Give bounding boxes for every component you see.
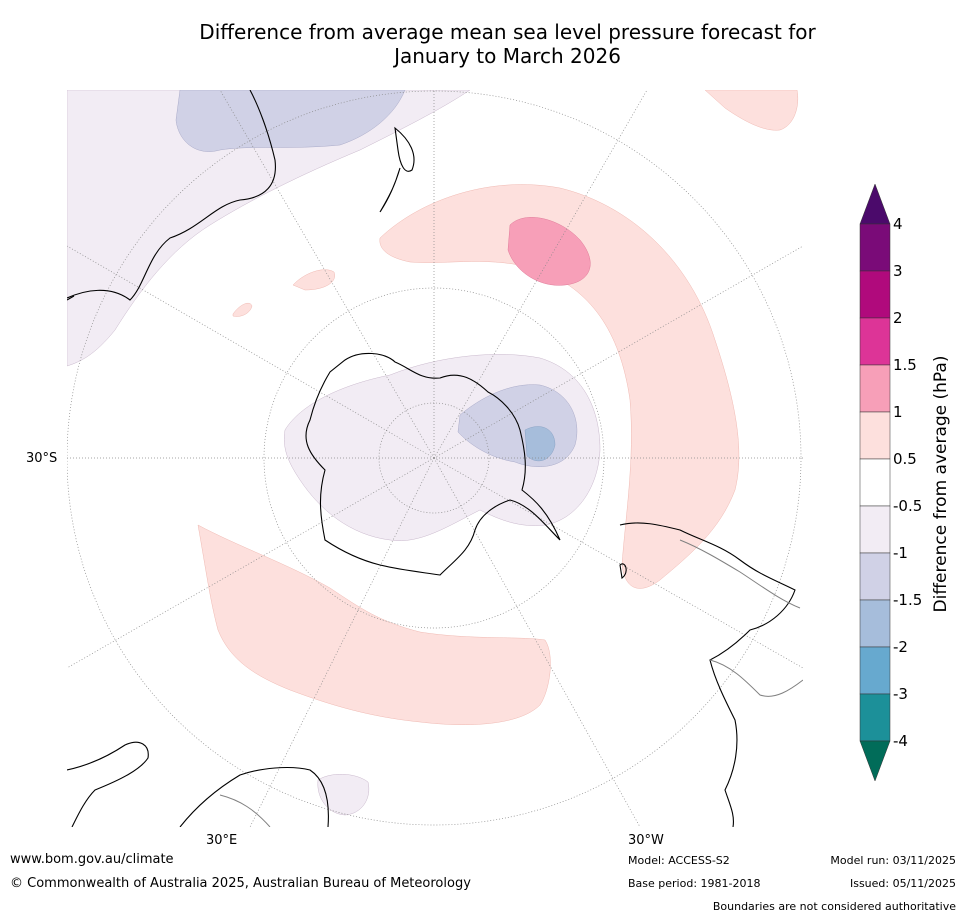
border-africa — [219, 794, 271, 827]
colorbar-bin-0.5-to-1 — [859, 411, 891, 460]
colorbar-bin-3-to-4 — [859, 223, 891, 272]
south-america-coastline — [619, 522, 796, 827]
border-south-america-1 — [679, 539, 801, 609]
footer-model: Model: ACCESS-S2 — [628, 854, 730, 867]
colorbar-tick-1.5: 1.5 — [893, 356, 917, 374]
colorbar-tick-minus-0.5: -0.5 — [893, 497, 923, 515]
meridian-150w — [433, 90, 648, 459]
footer-issued: Issued: 05/11/2025 — [849, 877, 956, 890]
longitude-label-30w: 30°W — [628, 833, 664, 848]
map-panel — [67, 90, 803, 827]
colorbar-bin-minus-1-to-minus-0.5 — [859, 505, 891, 554]
new-zealand-south-island — [379, 167, 401, 213]
moderate-negative-anomaly-antarctica — [524, 426, 556, 462]
colorbar-tick-minus-2: -2 — [893, 638, 908, 656]
colorbar-bin-1-to-1.5 — [859, 364, 891, 413]
positive-anomaly-small-blob — [232, 303, 253, 317]
colorbar-tick-0.5: 0.5 — [893, 450, 917, 468]
colorbar-extend-bottom — [859, 740, 891, 782]
negative-anomaly-australia-region — [67, 90, 471, 367]
footer-model-run: Model run: 03/11/2025 — [830, 854, 956, 867]
australia-south-coast — [67, 295, 75, 301]
colorbar-tick-4: 4 — [893, 215, 903, 233]
footer-base-period: Base period: 1981-2018 — [628, 877, 761, 890]
colorbar-bin-minus-2-to-minus-1.5 — [859, 599, 891, 648]
meridian-120w — [433, 245, 803, 459]
colorbar-tick-3: 3 — [893, 262, 903, 280]
borders — [219, 539, 803, 827]
longitude-label-30e: 30°E — [206, 833, 238, 848]
title-line-2: January to March 2026 — [394, 44, 621, 68]
africa-coastline — [67, 741, 149, 827]
colorbar-tick-2: 2 — [893, 309, 903, 327]
colorbar-bin-neutral — [859, 458, 891, 507]
colorbar-extend-top — [859, 183, 891, 225]
negative-anomaly-south-africa — [317, 774, 370, 816]
latitude-label-30s: 30°S — [26, 451, 58, 466]
footer-website: www.bom.gov.au/climate — [10, 852, 174, 867]
new-zealand-north-island — [394, 126, 415, 172]
colorbar-tick-minus-1: -1 — [893, 544, 908, 562]
moderate-positive-anomaly-pacific — [507, 217, 591, 286]
south-america-tip — [619, 563, 627, 579]
colorbar-bin-1.5-to-2 — [859, 317, 891, 366]
border-south-america-2 — [709, 659, 803, 697]
anomaly-contours — [67, 90, 798, 816]
positive-anomaly-ne-corner — [704, 90, 798, 131]
title-line-1: Difference from average mean sea level p… — [199, 20, 816, 44]
meridian-150e — [219, 90, 435, 459]
colorbar-bin-minus-4-to-minus-3 — [859, 693, 891, 742]
colorbar-tick-1: 1 — [893, 403, 903, 421]
colorbar-tick-minus-4: -4 — [893, 732, 908, 750]
graticule — [67, 90, 803, 827]
colorbar-bin-minus-3-to-minus-2 — [859, 646, 891, 695]
positive-anomaly-southern-ocean — [197, 524, 551, 725]
colorbar — [859, 183, 891, 782]
positive-anomaly-tasman-blob — [292, 269, 335, 291]
coastlines — [67, 90, 796, 827]
weak-negative-anomaly-australia — [175, 90, 406, 152]
colorbar-title: Difference from average (hPa) — [931, 355, 951, 613]
colorbar-bin-minus-1.5-to-minus-1 — [859, 552, 891, 601]
antarctica-coastline — [305, 352, 561, 576]
footer-disclaimer: Boundaries are not considered authoritat… — [712, 900, 956, 913]
chart-title: Difference from average mean sea level p… — [150, 20, 865, 68]
colorbar-tick-minus-3: -3 — [893, 685, 908, 703]
australia-coastline — [67, 90, 276, 301]
colorbar-bin-2-to-3 — [859, 270, 891, 319]
colorbar-tick-minus-1.5: -1.5 — [893, 591, 923, 609]
footer-copyright: © Commonwealth of Australia 2025, Austra… — [10, 876, 471, 891]
madagascar-coastline — [179, 766, 329, 827]
